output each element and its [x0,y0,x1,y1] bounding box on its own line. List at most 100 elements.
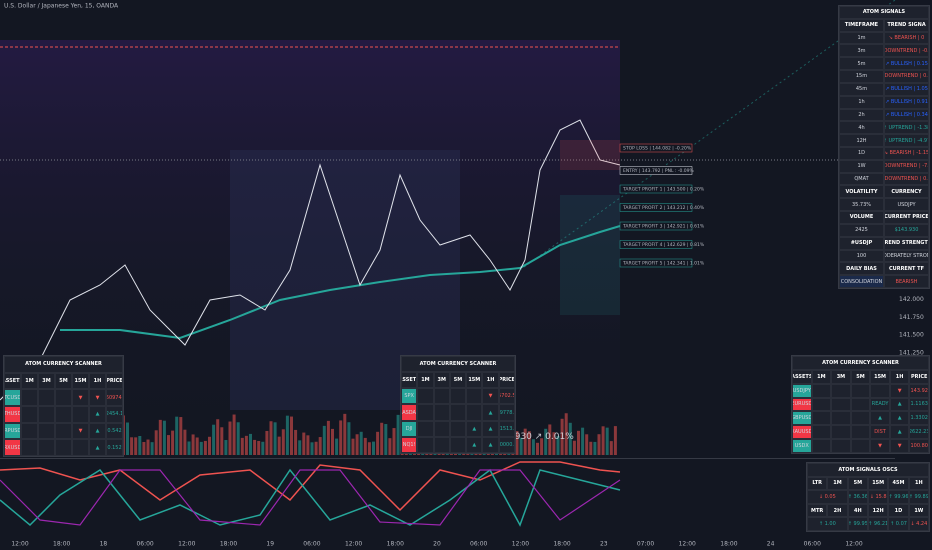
volume-bar [232,414,236,455]
oscillator-fast [0,461,621,512]
cell: LTR [807,476,828,491]
volume-bar [359,431,363,455]
cell [870,383,890,398]
volume-bar [331,428,334,455]
cell [417,436,434,453]
cell: ↓ DOWNTREND | 0.61 [884,172,929,186]
level-tag [619,258,693,268]
cell: $143.930 [884,223,929,237]
cell: USDX [792,439,812,453]
price-label: 141.500 [899,332,924,339]
cell [433,436,450,453]
volume-bar [187,441,191,455]
time-label: 18 [100,541,108,548]
cell: ▲ [482,420,499,437]
volume-bar [560,418,564,455]
cell [21,422,38,440]
volume-bar [380,422,384,455]
volume-bar [203,440,207,455]
cell: ASSETS [792,369,812,384]
volume-bar [162,420,166,455]
volume-bar [257,440,261,455]
cell [21,405,38,423]
cell: ▲ [482,404,499,421]
cell: ATOM SIGNALS [839,6,929,19]
cell: 15M [72,372,89,390]
cell: ▼ [482,388,499,405]
cell: 3M [38,372,55,390]
cell: $1.33023 [909,411,929,426]
cell: ↓ 15.8 [868,490,889,504]
cell [831,411,851,426]
cell: USDJPY [792,383,812,398]
cell: XRPUSDT [4,422,21,440]
cell: ▲ [89,405,106,423]
time-label: 12:00 [512,541,529,548]
cell [72,405,89,423]
cell: 2h [839,108,884,122]
cell: 35.73% [839,198,884,212]
cell: ↑ 99.89 [908,490,929,504]
volume-bar [277,436,281,455]
cell: PRICE [909,369,929,384]
cell: 2H [827,503,848,518]
volume-bar [154,430,158,455]
cell: 1D [888,503,909,518]
time-label: 12:00 [679,541,696,548]
volume-bar [519,437,523,455]
cell: 1M [417,372,434,389]
time-label: 20 [433,541,441,548]
volume-bar [593,441,597,455]
cell: $20000.00 [498,436,515,453]
cell: 1M [827,476,848,491]
volume-bar [216,419,220,455]
volume-bar [343,413,347,455]
volume-bar [183,429,187,455]
cell: ▲ [89,422,106,440]
cell: NQ1! [401,436,418,453]
cell: ATOM CURRENCY SCANNER [4,356,123,373]
cell: TREND STRENGTH [884,236,929,250]
cell: $2454.12 [106,405,123,423]
cell: $41513.00 [498,420,515,437]
volume-bar [601,426,605,455]
cell: ETHUSDT [4,405,21,423]
stop-zone [560,140,620,170]
volume-bar [552,432,556,455]
cell: EURUSD [792,397,812,412]
cell: ▲ [482,436,499,453]
cell: 2425 [839,223,884,237]
cell: MTR [807,503,828,518]
cell [21,389,38,406]
volume-bar [290,416,293,455]
price-label: 141.250 [899,350,924,357]
level-tag [619,184,693,194]
cell: CURRENT TF [884,262,929,276]
price-label: 142.000 [899,296,924,303]
cell: ↑ UPTREND | -4.97 [884,134,929,147]
cell: 1W [839,159,884,173]
level-tag [619,240,693,249]
cell: VOLUME [839,211,884,224]
cell: ↑ 1.00 [807,517,848,531]
cell: ↑ 96.21 [868,517,889,531]
price-path [0,119,621,401]
time-label: 07:00 [637,541,654,548]
cell [811,425,832,440]
cell: ▲ [889,397,910,412]
cell [433,388,450,405]
volume-bar [384,424,388,455]
cell: $1.11636 [909,397,929,412]
volume-bar [568,422,572,455]
cell: 5M [847,476,868,491]
volume-bar [171,430,175,455]
level-tag [619,166,693,175]
volume-bar [372,441,375,455]
volume-bar [613,426,617,455]
cell: NASDAQ [401,404,418,421]
cell: 1H [482,372,499,389]
cell: $0.1521 [106,439,123,456]
volume-bar [572,440,576,455]
cell: 15M [466,372,483,389]
time-label: 06:00 [470,541,487,548]
